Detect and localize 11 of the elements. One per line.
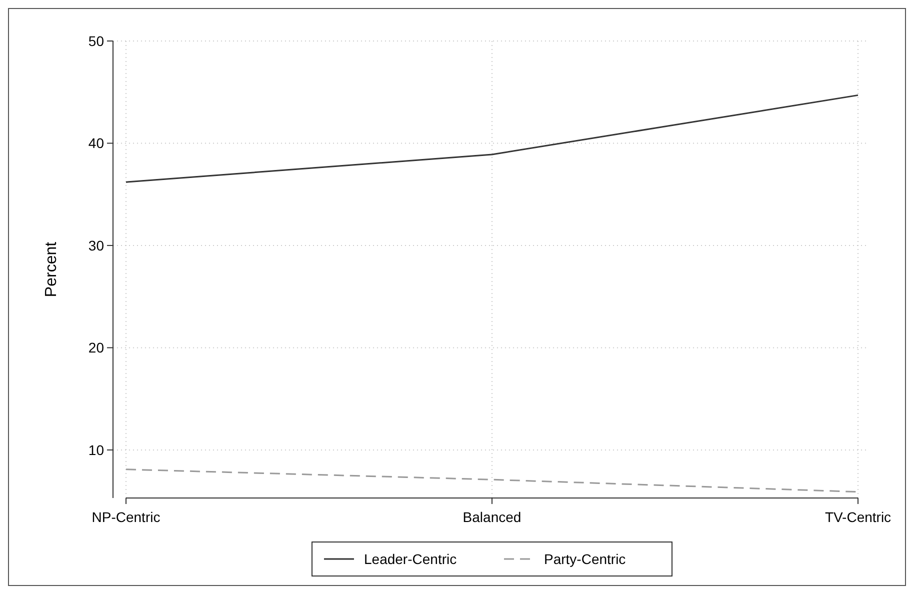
x-tick-label: Balanced bbox=[462, 509, 522, 525]
y-tick-label: 30 bbox=[88, 237, 104, 254]
x-tick-label: NP-Centric bbox=[92, 509, 160, 525]
legend-label: Party-Centric bbox=[544, 550, 626, 567]
legend-label: Leader-Centric bbox=[364, 550, 457, 567]
y-tick-label: 50 bbox=[88, 32, 104, 49]
y-axis-title: Percent bbox=[43, 241, 60, 298]
y-tick-label: 40 bbox=[88, 135, 104, 152]
x-tick-label: TV-Centric bbox=[824, 509, 892, 525]
y-tick-label: 10 bbox=[88, 442, 104, 458]
y-tick-label: 20 bbox=[88, 340, 104, 356]
